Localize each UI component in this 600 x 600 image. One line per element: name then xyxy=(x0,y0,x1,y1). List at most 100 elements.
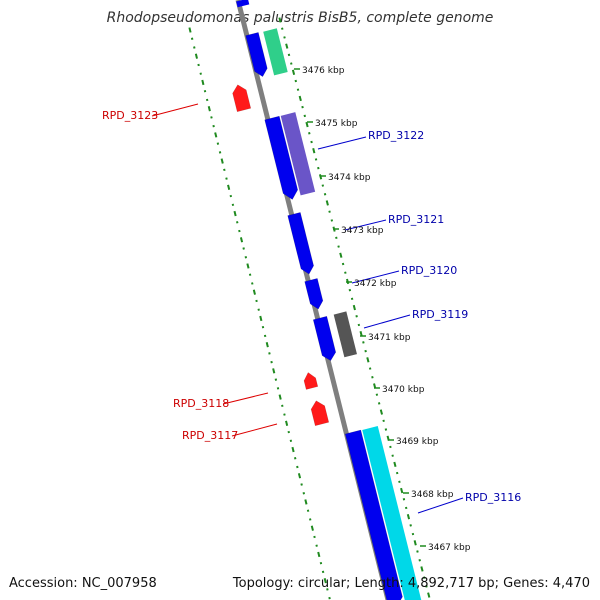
outer-tick-mark xyxy=(318,174,323,180)
inner-tick-mark xyxy=(207,105,211,112)
outer-tick-mark xyxy=(427,592,431,598)
leader-line xyxy=(317,136,367,150)
outer-tick-track xyxy=(278,17,431,598)
gene-bar-purple xyxy=(280,112,316,196)
gene-bar-top xyxy=(236,0,250,8)
inner-tick-mark xyxy=(246,263,250,269)
outer-tick-mark xyxy=(283,36,286,39)
label-leader-lines xyxy=(151,103,464,514)
inner-tick-mark xyxy=(278,394,282,400)
outer-tick-mark xyxy=(377,402,381,405)
inner-tick-mark xyxy=(233,210,237,217)
outer-tick-mark xyxy=(281,27,284,30)
inner-tick-mark xyxy=(310,525,314,531)
inner-tick-mark xyxy=(285,420,289,426)
outer-tick-mark xyxy=(330,219,334,222)
kbp-label: 3472 kbp xyxy=(354,279,397,289)
gene-bar-cyan xyxy=(362,426,422,600)
gene-label-rpd-3118[interactable]: RPD_3118 xyxy=(173,397,229,410)
gene-label-rpd-3122[interactable]: RPD_3122 xyxy=(368,129,424,142)
outer-tick-mark xyxy=(389,445,392,449)
gene-bar-grey xyxy=(333,311,357,358)
outer-tick-mark xyxy=(402,498,406,501)
outer-tick-mark xyxy=(323,193,327,196)
outer-tick-mark xyxy=(298,95,302,102)
outer-tick-mark xyxy=(382,419,385,423)
leader-line xyxy=(417,497,464,514)
outer-tick-mark xyxy=(423,576,426,579)
outer-tick-mark xyxy=(301,105,304,109)
outer-tick-mark xyxy=(413,540,417,546)
outer-tick-mark xyxy=(352,304,356,311)
outer-tick-mark xyxy=(317,166,320,170)
kbp-label: 3470 kbp xyxy=(382,385,425,395)
kbp-label: 3473 kbp xyxy=(341,226,384,236)
outer-tick-mark xyxy=(350,297,354,301)
cds-arrow xyxy=(245,32,268,78)
outer-tick-mark xyxy=(368,367,372,370)
kbp-label: 3474 kbp xyxy=(328,173,371,183)
cds-arrow xyxy=(287,212,314,275)
inner-tick-mark xyxy=(323,577,327,584)
inner-tick-mark xyxy=(227,184,231,190)
gene-label-rpd-3123[interactable]: RPD_3123 xyxy=(102,109,158,122)
outer-tick-mark xyxy=(285,43,289,49)
inner-tick-mark xyxy=(214,132,218,138)
inner-tick-mark xyxy=(297,473,302,479)
kbp-label: 3471 kbp xyxy=(368,333,411,343)
inner-tick-mark xyxy=(252,289,256,295)
outer-tick-mark xyxy=(411,532,415,536)
outer-tick-mark xyxy=(294,79,297,83)
outer-tick-mark xyxy=(420,566,424,572)
outer-tick-mark xyxy=(337,245,340,248)
leader-line xyxy=(344,219,387,231)
outer-tick-mark xyxy=(406,513,411,520)
outer-tick-mark xyxy=(335,236,338,240)
kbp-label: 3468 kbp xyxy=(411,490,454,500)
outer-tick-mark xyxy=(321,184,325,187)
gene-label-rpd-3120[interactable]: RPD_3120 xyxy=(401,264,457,277)
leader-line xyxy=(151,103,199,117)
leader-line xyxy=(222,392,269,405)
kbp-label: 3475 kbp xyxy=(315,119,358,129)
cds-arrow xyxy=(304,278,324,310)
leader-line xyxy=(363,314,411,329)
outer-tick-mark xyxy=(379,409,383,415)
outer-tick-mark xyxy=(362,341,365,344)
gene-label-rpd-3117[interactable]: RPD_3117 xyxy=(182,429,238,442)
reverse-gene-arrow xyxy=(310,400,330,427)
leader-line xyxy=(351,270,400,284)
inner-tick-mark xyxy=(291,446,295,453)
outer-tick-mark xyxy=(384,428,388,431)
inner-tick-mark xyxy=(188,27,192,33)
outer-tick-mark xyxy=(398,480,401,484)
outer-tick-mark xyxy=(416,550,419,553)
kbp-label: 3469 kbp xyxy=(396,437,439,447)
outer-tick-mark xyxy=(291,69,296,75)
inner-tick-mark xyxy=(272,368,276,374)
outer-tick-mark xyxy=(303,114,307,118)
leader-line xyxy=(231,423,278,437)
outer-tick-mark xyxy=(418,559,421,562)
outer-tick-mark xyxy=(357,323,361,327)
outer-tick-mark xyxy=(287,53,291,57)
gene-label-rpd-3116[interactable]: RPD_3116 xyxy=(465,491,521,504)
outer-tick-mark xyxy=(310,140,313,144)
gene-label-rpd-3119[interactable]: RPD_3119 xyxy=(412,308,468,321)
inner-tick-mark xyxy=(239,237,244,243)
outer-tick-mark xyxy=(355,315,358,318)
outer-tick-mark xyxy=(366,357,370,363)
map-title: Rhodopseudomonas palustris BisB5, comple… xyxy=(107,10,494,26)
inner-tick-mark xyxy=(259,315,263,322)
genome-summary-text: Topology: circular; Length: 4,892,717 bp… xyxy=(232,576,590,591)
gene-label-rpd-3121[interactable]: RPD_3121 xyxy=(388,213,444,226)
outer-tick-mark xyxy=(328,210,331,213)
outer-tick-mark xyxy=(425,585,428,588)
kbp-scale: 3476 kbp 3475 kbp 3474 kbp 3473 kbp 3472… xyxy=(294,66,471,553)
cds-arrow xyxy=(264,115,298,200)
outer-tick-mark xyxy=(371,376,374,379)
inner-tick-mark xyxy=(201,79,205,86)
outer-tick-mark xyxy=(290,62,293,65)
outer-tick-mark xyxy=(400,487,404,494)
